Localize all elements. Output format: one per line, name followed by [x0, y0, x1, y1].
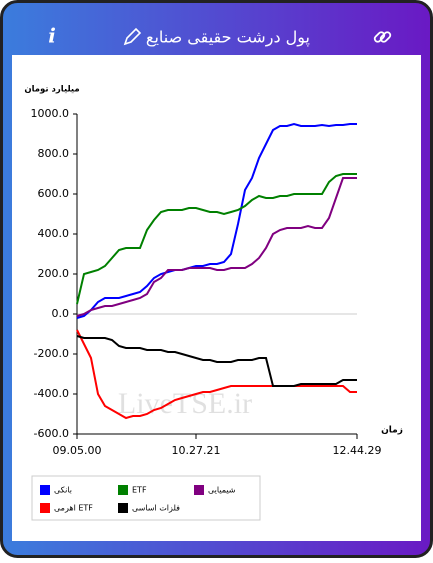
legend-swatch	[194, 485, 204, 495]
edit-icon[interactable]	[123, 27, 142, 46]
legend	[31, 475, 261, 521]
legend-label: بانکی	[54, 486, 72, 495]
legend-swatch	[118, 485, 128, 495]
series-line	[76, 329, 357, 420]
y-axis-label: میلیارد تومان	[24, 85, 79, 95]
series-line	[76, 122, 357, 319]
series-line	[76, 177, 357, 317]
y-tick-label: 800.0	[38, 147, 70, 160]
y-tick-label: 400.0	[38, 227, 70, 240]
legend-label: شیمیایی	[208, 486, 236, 495]
y-tick-label: 1000.0	[31, 107, 70, 120]
y-tick-label: 0.0	[52, 307, 70, 320]
y-tick-label: -400.0	[34, 387, 69, 400]
legend-label: ETF	[132, 486, 147, 495]
info-button[interactable]: i	[48, 24, 56, 48]
content-panel	[12, 55, 421, 541]
series-line	[76, 335, 357, 387]
legend-label: اهرمی ETF	[54, 504, 93, 513]
x-tick-label: 10.27.21	[172, 444, 221, 457]
y-tick-label: -600.0	[34, 427, 69, 440]
legend-swatch	[40, 485, 50, 495]
x-tick-label: 09.05.00	[53, 444, 102, 457]
y-tick-label: 200.0	[38, 267, 70, 280]
legend-swatch	[40, 503, 50, 513]
link-icon[interactable]	[373, 31, 392, 43]
y-tick-label: -200.0	[34, 347, 69, 360]
x-tick-label: 12.44.29	[333, 444, 382, 457]
watermark: LiveTSE.ir	[118, 387, 252, 420]
header-title: پول درشت حقیقی صنایع	[146, 28, 310, 48]
legend-label: فلزات اساسی	[132, 504, 180, 513]
y-tick-label: 600.0	[38, 187, 70, 200]
series-line	[76, 173, 357, 305]
legend-swatch	[118, 503, 128, 513]
x-axis-label: زمان	[381, 426, 403, 436]
